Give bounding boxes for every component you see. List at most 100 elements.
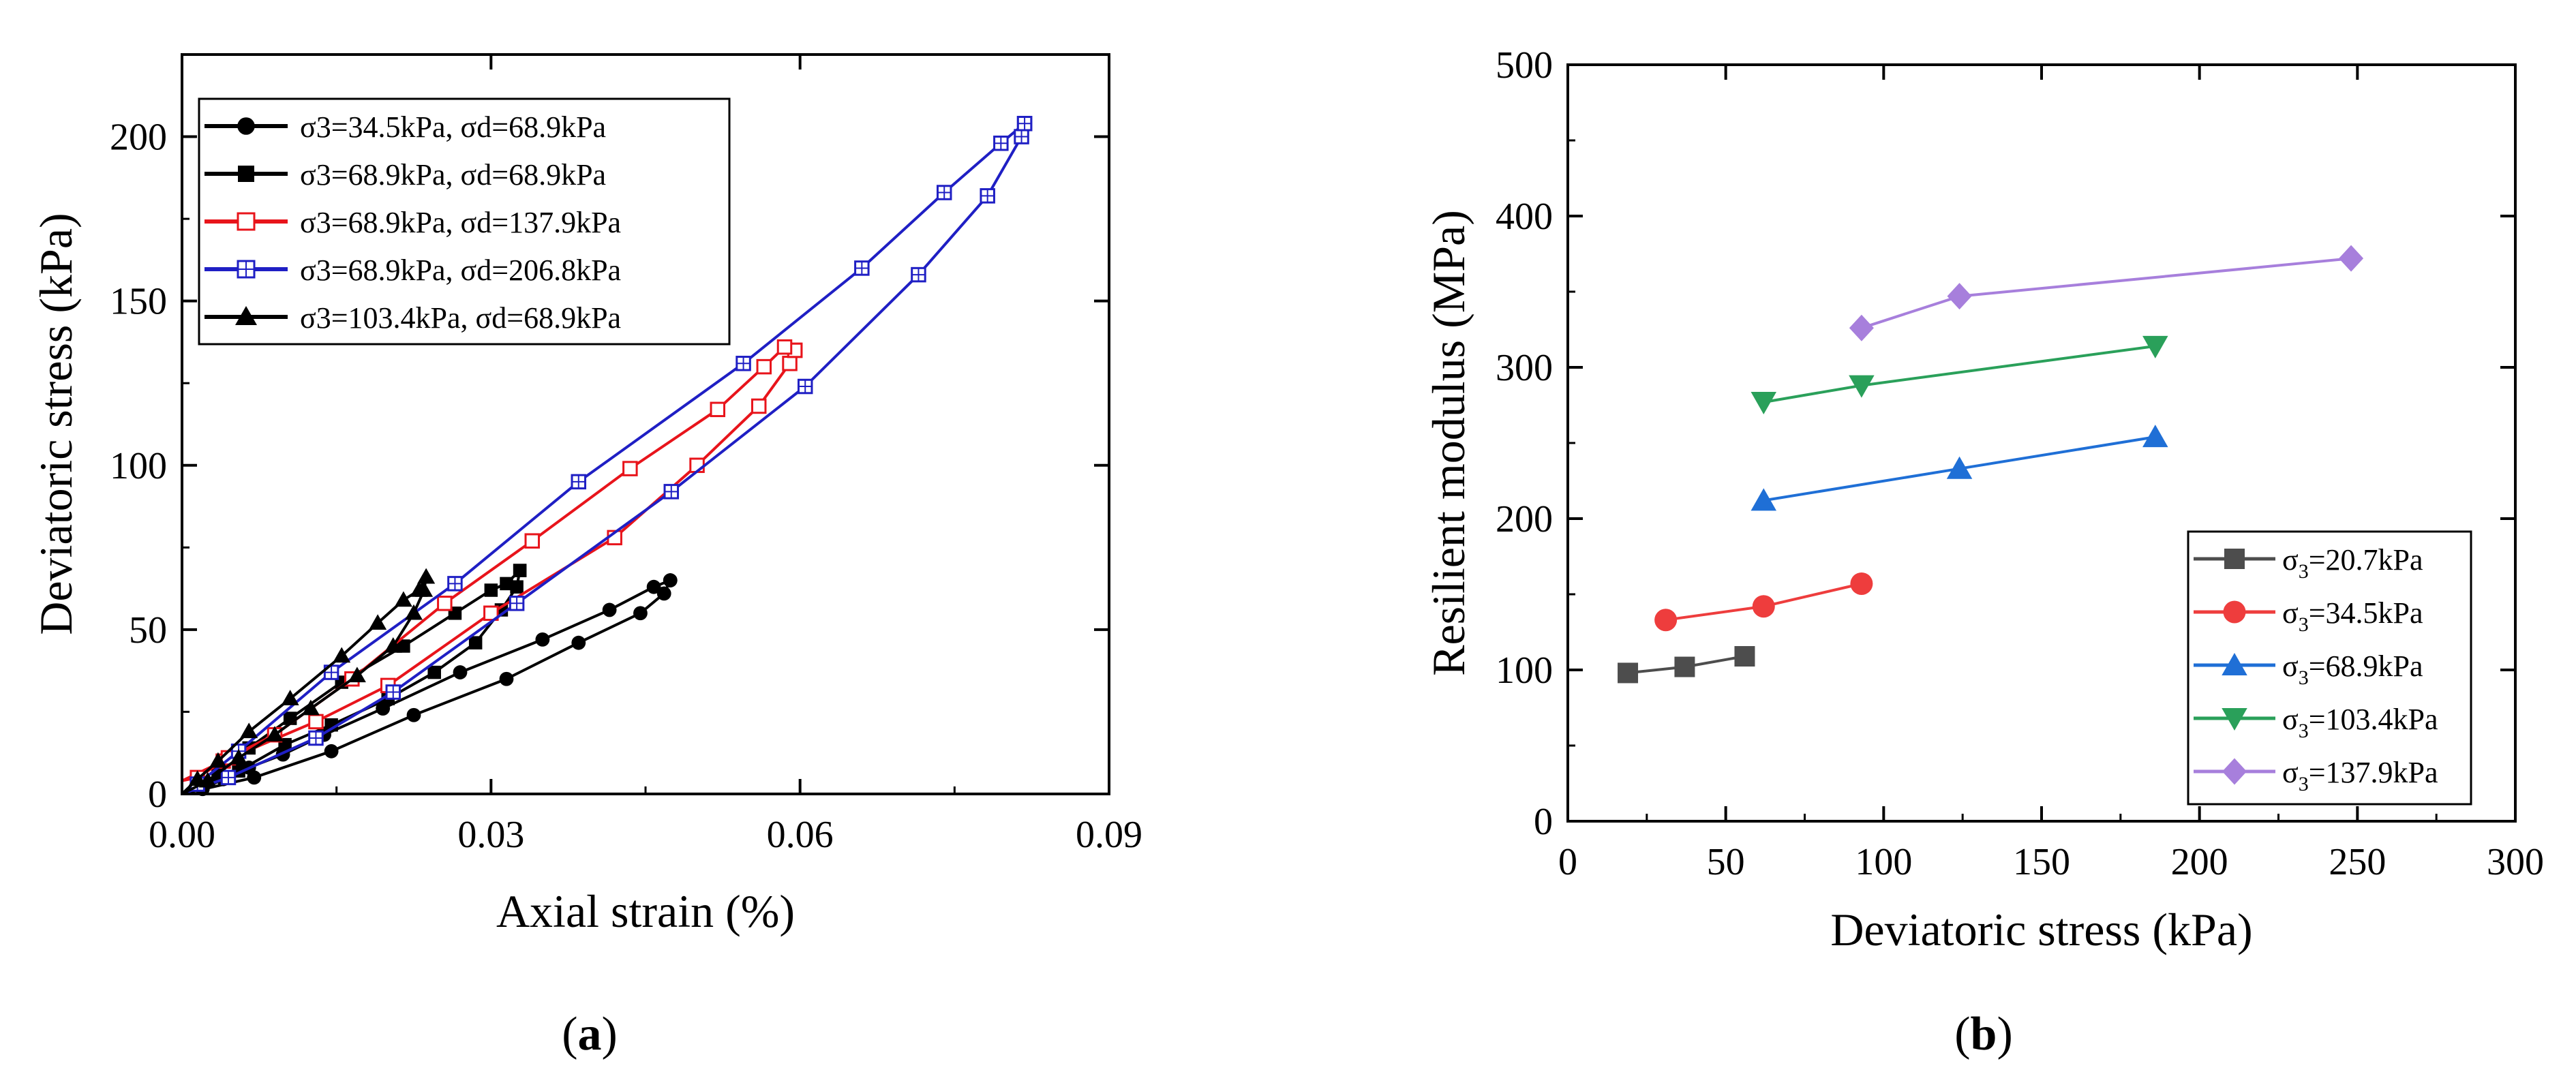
chart-a-series-2-point	[510, 580, 524, 594]
chart-a-series-4-point	[980, 188, 995, 204]
chart-a-ytick-label: 100	[110, 445, 167, 487]
chart-b-series-4-point	[2142, 335, 2168, 358]
chart-a-series-2-point	[500, 577, 513, 591]
chart-a-series-5-point	[384, 637, 402, 653]
chart-a-series-3-point	[483, 605, 499, 622]
chart-a-series-4-point	[736, 356, 751, 371]
chart-a-series-2-point	[484, 583, 498, 597]
chart-b-legend-label-2: σ3=34.5kPa	[2282, 596, 2423, 636]
chart-a-series-5-point	[301, 699, 320, 716]
chart-a-series-5-point	[333, 647, 351, 663]
chart-a-tick-labels: 0.00 0.03 0.06 0.09 0 50 100 150 200	[110, 117, 1142, 856]
chart-a-series-4-point	[509, 596, 525, 611]
chart-a: 0.00 0.03 0.06 0.09 0 50 100 150 200 Axial strai…	[30, 53, 1142, 1060]
chart-a-series-2-point	[427, 665, 441, 679]
panel-label-b: (b)	[1954, 1008, 2013, 1060]
chart-a-series-4-point	[323, 664, 339, 680]
chart-a-legend-label-3: σ3=68.9kPa, σd=137.9kPa	[300, 206, 621, 239]
chart-a-series-3-point	[756, 358, 772, 375]
chart-a-series-4-point	[911, 266, 926, 283]
chart-b-ytick-label: 300	[1496, 347, 1553, 389]
chart-b-legend-marker-5	[2222, 758, 2247, 785]
chart-a-series-1-point	[633, 606, 648, 621]
chart-a-series-3-point	[776, 339, 793, 355]
chart-b-series-5-line	[1861, 257, 2352, 330]
chart-a-series-4-point	[936, 185, 952, 200]
chart-b-series-4-point	[1751, 392, 1777, 415]
chart-a-series-5-point	[281, 690, 299, 705]
chart-b: 0 50 100 150 200 250 300 0 100 200 300 400 500 Devia…	[1423, 44, 2544, 1060]
chart-b-series-1-point	[1674, 656, 1695, 677]
chart-a-series-1-point	[656, 586, 671, 601]
chart-b-series-5-point	[1947, 283, 1972, 310]
chart-b-xtick-label: 200	[2171, 841, 2228, 883]
chart-b-tick-labels: 0 50 100 150 200 250 300 0 100 200 300 400 500	[1496, 44, 2544, 883]
chart-b-legend-label-3: σ3=68.9kPa	[2282, 649, 2423, 689]
chart-a-ytick-label: 200	[110, 117, 167, 159]
chart-b-series-3-point	[2142, 425, 2168, 448]
chart-a-legend: σ3=34.5kPa, σd=68.9kPa σ3=68.9kPa, σd=68…	[198, 97, 731, 346]
chart-a-series	[181, 116, 1033, 797]
chart-a-series-3-point	[710, 401, 726, 418]
chart-a-series-5-point	[417, 568, 436, 584]
chart-b-series-2-point	[1752, 595, 1775, 618]
chart-a-xtick-label: 0.09	[1076, 814, 1142, 856]
chart-a-series-5-point	[410, 581, 428, 597]
chart-a-series-1-point	[499, 671, 514, 686]
chart-a-xlabel: Axial strain (%)	[496, 885, 795, 937]
chart-a-series-5-point	[188, 770, 207, 786]
chart-b-xtick-label: 100	[1855, 841, 1912, 883]
chart-b-xtick-label: 0	[1558, 841, 1577, 883]
chart-a-series-4-point	[447, 576, 463, 592]
chart-b-legend: σ3=20.7kPa σ3=34.5kPa σ3=68.9kPa σ3=103.…	[2187, 530, 2472, 806]
chart-a-series-3-point	[782, 356, 798, 371]
chart-a-series-4-point	[385, 684, 401, 700]
chart-a-legend-marker-4	[237, 260, 256, 279]
chart-b-xtick-label: 50	[1707, 841, 1745, 883]
chart-a-series-5-point	[240, 722, 258, 739]
chart-b-series-2-point	[1850, 572, 1873, 595]
chart-a-series-4-point	[854, 260, 870, 276]
chart-a-series-4-point	[797, 378, 813, 395]
chart-a-series-5-point	[209, 752, 227, 768]
chart-a-series-2-point	[397, 639, 410, 653]
chart-a-series-1-point	[406, 707, 421, 722]
chart-b-ytick-label: 100	[1496, 649, 1553, 692]
chart-a-series-1-point	[571, 635, 586, 650]
chart-b-ylabel: Resilient modulus (MPa)	[1423, 210, 1474, 676]
chart-a-series-4-point	[571, 474, 587, 490]
chart-a-series-5-point	[369, 614, 387, 630]
chart-a-series-5-point	[230, 748, 248, 765]
chart-a-series-1-point	[646, 579, 661, 594]
chart-a-xtick-label: 0.06	[767, 814, 834, 856]
chart-a-series-2-point	[468, 636, 483, 649]
panel-label-a: (a)	[562, 1008, 618, 1060]
chart-b-series-1-point	[1618, 662, 1639, 684]
chart-a-legend-marker-3	[237, 212, 256, 231]
chart-b-ytick-label: 0	[1534, 801, 1553, 843]
chart-a-legend-label-1: σ3=34.5kPa, σd=68.9kPa	[300, 110, 606, 144]
chart-a-legend-marker-1	[237, 117, 255, 135]
chart-b-legend-label-4: σ3=103.4kPa	[2282, 703, 2438, 742]
chart-a-series-4-point	[993, 135, 1009, 151]
chart-a-series-1-point	[602, 602, 617, 617]
chart-a-series-5-point	[394, 591, 412, 607]
chart-a-series-5-point	[348, 667, 366, 683]
chart-b-legend-marker-1	[2224, 549, 2245, 569]
chart-a-ytick-label: 150	[110, 281, 167, 323]
chart-a-series-2-point	[513, 564, 527, 577]
chart-b-series-1-point	[1734, 646, 1755, 667]
chart-a-series-5-point	[266, 726, 284, 741]
chart-a-series-5-point	[405, 604, 423, 620]
chart-a-legend-label-2: σ3=68.9kPa, σd=68.9kPa	[300, 158, 606, 192]
chart-a-legend-label-4: σ3=68.9kPa, σd=206.8kPa	[300, 254, 621, 287]
chart-b-ytick-label: 500	[1496, 44, 1553, 87]
chart-a-series-4-point	[663, 484, 680, 500]
chart-b-xtick-label: 150	[2013, 841, 2070, 883]
chart-b-series	[1618, 245, 2364, 684]
chart-a-frame	[181, 53, 1110, 795]
chart-b-legend-label-1: σ3=20.7kPa	[2282, 543, 2423, 583]
chart-b-xtick-label: 300	[2487, 841, 2544, 883]
chart-a-xtick-label: 0.03	[457, 814, 524, 856]
chart-b-series-3-point	[1751, 488, 1777, 511]
